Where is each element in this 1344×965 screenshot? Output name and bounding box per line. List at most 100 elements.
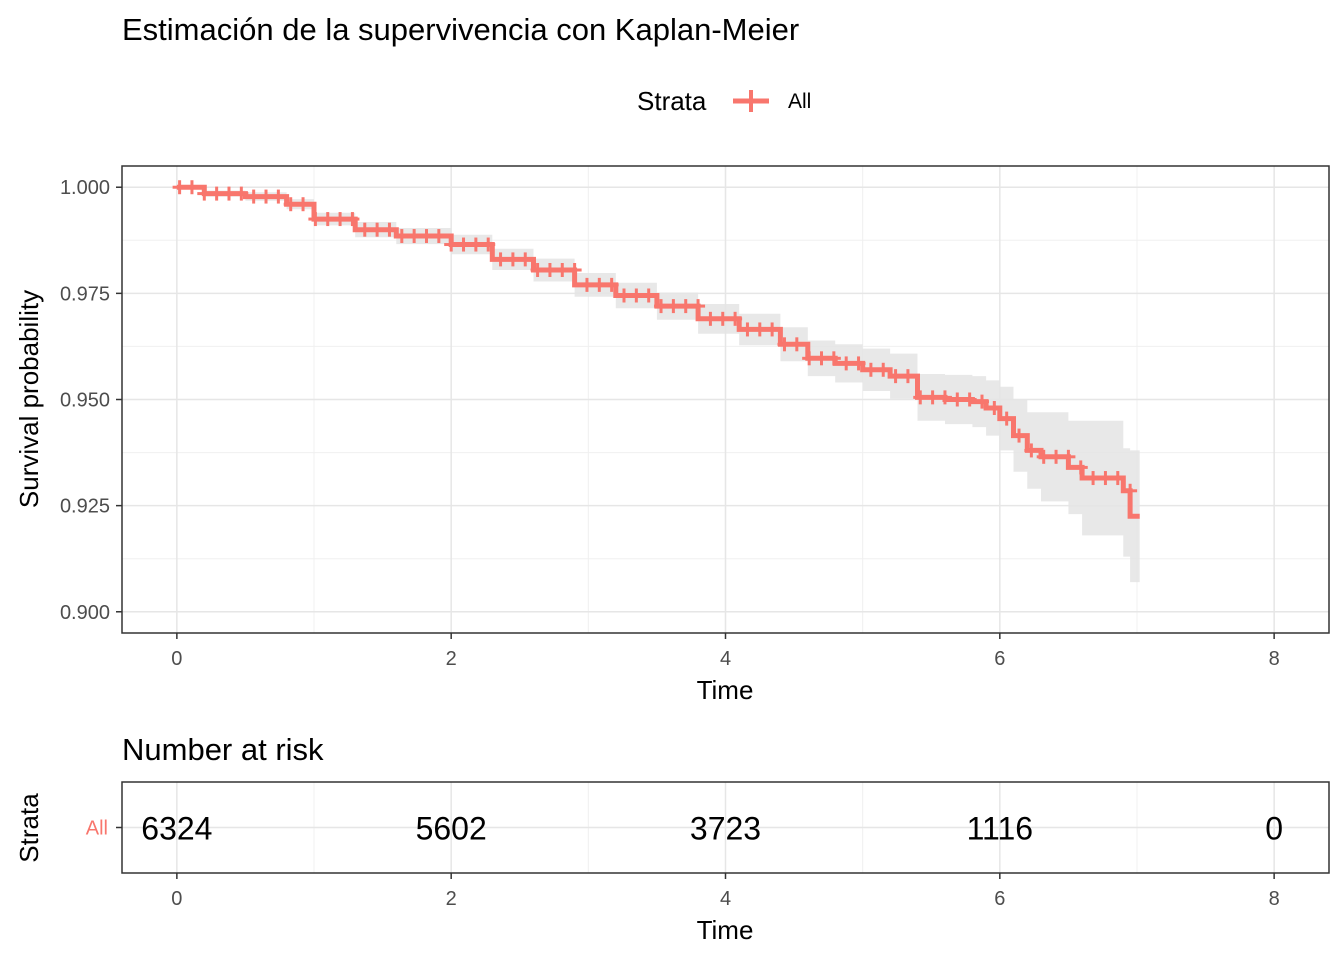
censor-mark [579, 277, 594, 292]
censor-mark [296, 197, 311, 212]
legend: Strata All [637, 86, 811, 116]
censor-mark [555, 263, 570, 278]
censor-mark [839, 356, 854, 371]
censor-mark [900, 369, 915, 384]
confidence-band [176, 187, 1140, 583]
risk-value: 0 [1265, 811, 1283, 847]
censor-mark [320, 212, 335, 227]
censor-mark [826, 351, 841, 366]
risk-values-layer: 6324 5602 3723 1116 0 [141, 811, 1283, 847]
risk-x-tick-label: 8 [1269, 888, 1280, 910]
censor-mark [617, 288, 632, 303]
risk-value: 1116 [967, 811, 1033, 847]
risk-value: 3723 [690, 811, 761, 847]
censor-mark [888, 369, 903, 384]
y-axis-label: Survival probability [14, 290, 44, 508]
censor-mark [456, 237, 471, 252]
censor-mark [629, 288, 644, 303]
censor-mark [863, 362, 878, 377]
risk-strata-label: All [86, 818, 108, 840]
censor-mark [678, 299, 693, 314]
censor-mark [925, 390, 940, 405]
censor-mark [962, 392, 977, 407]
censor-mark [357, 222, 372, 237]
legend-title: Strata [637, 86, 707, 116]
x-tick-label: 0 [171, 648, 182, 670]
censor-mark [518, 252, 533, 267]
censor-mark [1110, 471, 1125, 486]
censor-mark [419, 229, 434, 244]
x-tick-label: 8 [1269, 648, 1280, 670]
censor-mark [271, 189, 286, 204]
censor-mark [382, 222, 397, 237]
y-tick-label: 0.975 [60, 283, 110, 305]
censor-mark [974, 394, 989, 409]
risk-x-tick-label: 6 [994, 888, 1005, 910]
censor-mark [1123, 483, 1138, 498]
censor-mark [950, 392, 965, 407]
censor-mark [184, 180, 199, 195]
censor-mark [370, 222, 385, 237]
censor-mark [937, 390, 952, 405]
censor-mark [209, 186, 224, 201]
censor-mark-layer [172, 180, 1138, 498]
censor-mark [789, 337, 804, 352]
censor-mark [505, 252, 520, 267]
censor-mark [765, 322, 780, 337]
risk-x-axis-label: Time [697, 915, 754, 945]
censor-mark [876, 362, 891, 377]
chart-title: Estimación de la supervivencia con Kapla… [122, 12, 799, 47]
censor-mark [1024, 443, 1039, 458]
y-tick-label: 0.925 [60, 496, 110, 518]
risk-x-tick-label: 0 [171, 888, 182, 910]
censor-mark [283, 197, 298, 212]
censor-mark [851, 356, 866, 371]
legend-entry-label: All [788, 90, 811, 113]
censor-mark [814, 351, 829, 366]
censor-mark [1098, 471, 1113, 486]
censor-mark [740, 322, 755, 337]
censor-mark [197, 186, 212, 201]
censor-mark [1073, 460, 1088, 475]
censor-mark [715, 311, 730, 326]
risk-x-tick-label: 4 [720, 888, 731, 910]
x-tick-label: 2 [446, 648, 457, 670]
risk-grid [122, 782, 1329, 873]
censor-mark [1036, 449, 1051, 464]
censor-mark [567, 263, 582, 278]
censor-mark [604, 277, 619, 292]
risk-x-tick-label: 2 [446, 888, 457, 910]
censor-mark [654, 299, 669, 314]
risk-value: 6324 [141, 811, 212, 847]
x-axis: 0 2 4 6 8 [171, 633, 1280, 670]
censor-mark [221, 186, 236, 201]
censor-mark [1012, 428, 1027, 443]
confidence-band-layer [176, 187, 1140, 583]
censor-mark [259, 189, 274, 204]
censor-mark [333, 212, 348, 227]
censor-mark [1049, 449, 1064, 464]
y-tick-label: 0.950 [60, 390, 110, 412]
censor-mark [542, 263, 557, 278]
risk-value: 5602 [416, 811, 487, 847]
risk-y-axis-label: Strata [14, 793, 44, 863]
censor-mark [481, 237, 496, 252]
censor-mark [999, 411, 1014, 426]
censor-mark [641, 288, 656, 303]
censor-mark [394, 229, 409, 244]
censor-mark [493, 252, 508, 267]
x-tick-label: 6 [994, 648, 1005, 670]
censor-mark [431, 229, 446, 244]
survival-grid [122, 166, 1329, 633]
censor-mark [987, 400, 1002, 415]
censor-mark [468, 237, 483, 252]
x-axis-label: Time [697, 675, 754, 705]
censor-mark [752, 322, 767, 337]
censor-mark [530, 263, 545, 278]
survival-panel: 0.900 0.925 0.950 0.975 1.000 0 2 4 6 8 Time Sur… [14, 165, 1330, 705]
censor-mark [1061, 449, 1076, 464]
risk-x-axis: 0 2 4 6 8 [171, 873, 1280, 910]
censor-mark [1086, 471, 1101, 486]
